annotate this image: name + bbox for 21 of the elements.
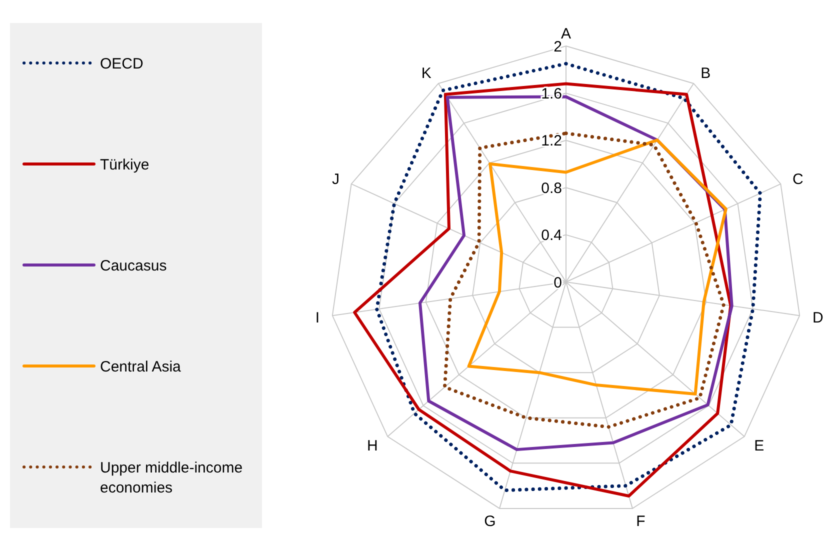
legend-label: Central Asia [100, 358, 182, 376]
y-tick-label: 0.4 [541, 227, 562, 244]
spoke-label: A [560, 25, 572, 42]
y-tick-label: 2 [554, 38, 562, 56]
spoke-label: K [421, 64, 432, 82]
y-tick-label: 1.2 [541, 132, 562, 150]
spoke-label: J [332, 170, 340, 188]
legend-label: Upper middle-income economies [100, 459, 243, 496]
legend-label: Caucasus [100, 257, 167, 274]
y-tick-label: 0 [554, 274, 562, 292]
spoke-label: C [792, 170, 804, 188]
y-tick-label: 0.8 [541, 180, 562, 197]
spoke-label: H [366, 437, 378, 454]
spoke-label: D [812, 310, 824, 327]
spoke-label: I [315, 310, 320, 327]
spoke-label: G [484, 513, 496, 530]
spoke-label: F [636, 513, 646, 530]
legend-label: OECD [100, 55, 144, 72]
spoke-label: E [754, 437, 764, 454]
spoke-label: B [700, 64, 711, 82]
legend-label: Türkiye [100, 156, 150, 174]
